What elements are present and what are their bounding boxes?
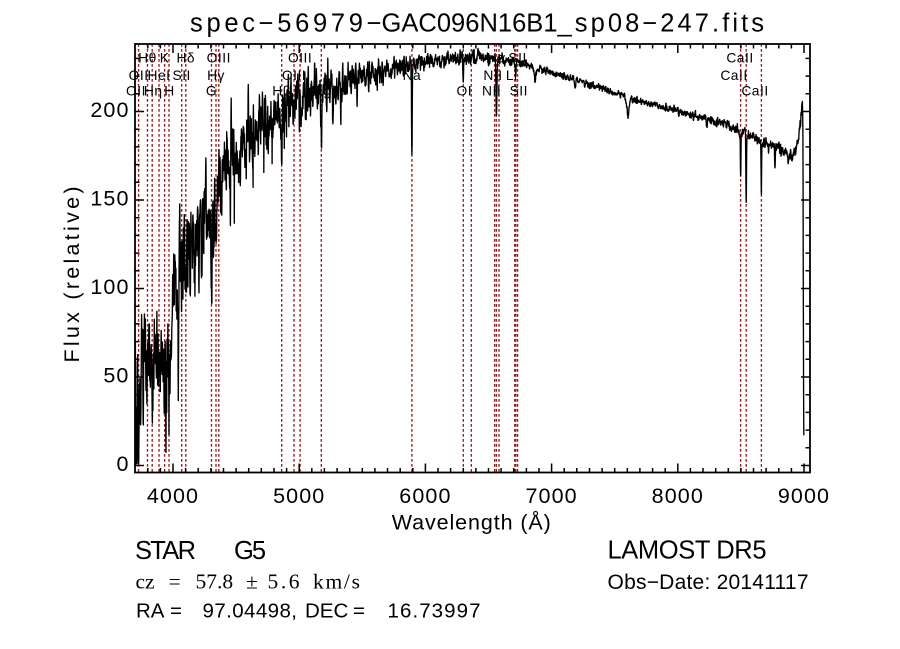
- svg-text:9000: 9000: [778, 484, 830, 508]
- svg-text:SII: SII: [510, 84, 528, 99]
- svg-text:Hα: Hα: [487, 51, 506, 66]
- svg-text:SII: SII: [173, 68, 191, 83]
- svg-text:Flux (relative): Flux (relative): [60, 187, 84, 363]
- svg-text:G5: G5: [234, 537, 266, 565]
- svg-text:Li: Li: [506, 68, 518, 83]
- svg-text:STAR: STAR: [135, 537, 196, 565]
- svg-text:50: 50: [103, 364, 129, 388]
- svg-text:Obs−Date: 20141117: Obs−Date: 20141117: [608, 571, 809, 594]
- svg-text:OIII: OIII: [207, 51, 231, 66]
- svg-text:OI: OI: [457, 84, 473, 99]
- svg-text:H: H: [164, 84, 174, 99]
- svg-text:200: 200: [90, 98, 129, 122]
- svg-text:LAMOST DR5: LAMOST DR5: [608, 537, 767, 565]
- svg-text:Hβ: Hβ: [272, 84, 291, 99]
- svg-text:CaII: CaII: [741, 84, 768, 99]
- svg-text:4000: 4000: [147, 484, 199, 508]
- svg-text:GAC096N16B1: GAC096N16B1: [382, 10, 558, 38]
- svg-text:6000: 6000: [399, 484, 451, 508]
- svg-text:8000: 8000: [652, 484, 704, 508]
- svg-text:Wavelength (Å): Wavelength (Å): [392, 511, 552, 535]
- svg-text:NII: NII: [483, 68, 502, 83]
- svg-text:5000: 5000: [273, 484, 325, 508]
- svg-text:OII: OII: [129, 68, 149, 83]
- svg-text:G: G: [206, 84, 217, 99]
- svg-text:CaII: CaII: [720, 68, 747, 83]
- svg-text:RA=97.04498,DEC=16.73997: RA = 97.04498, DEC = 16.73997: [136, 600, 481, 623]
- svg-text:150: 150: [90, 187, 129, 211]
- svg-text:spec−56979−: spec−56979−: [190, 10, 382, 38]
- svg-text:OIII: OIII: [288, 51, 312, 66]
- svg-text:OIII: OIII: [282, 68, 306, 83]
- svg-text:Hδ: Hδ: [176, 51, 195, 66]
- svg-text:0: 0: [116, 452, 129, 476]
- svg-text:7000: 7000: [525, 484, 577, 508]
- svg-text:Hη: Hη: [144, 84, 163, 99]
- svg-text:cz=57.8±5.6km/s: cz = 57.8 ±5.6 km/s: [136, 570, 361, 594]
- svg-text:CaII: CaII: [726, 51, 753, 66]
- svg-text:HeI: HeI: [148, 68, 171, 83]
- svg-text:K: K: [160, 51, 170, 66]
- svg-text:Hγ: Hγ: [207, 68, 225, 83]
- svg-text:NII: NII: [482, 84, 501, 99]
- svg-text:Hθ: Hθ: [138, 51, 157, 66]
- svg-text:100: 100: [90, 275, 129, 299]
